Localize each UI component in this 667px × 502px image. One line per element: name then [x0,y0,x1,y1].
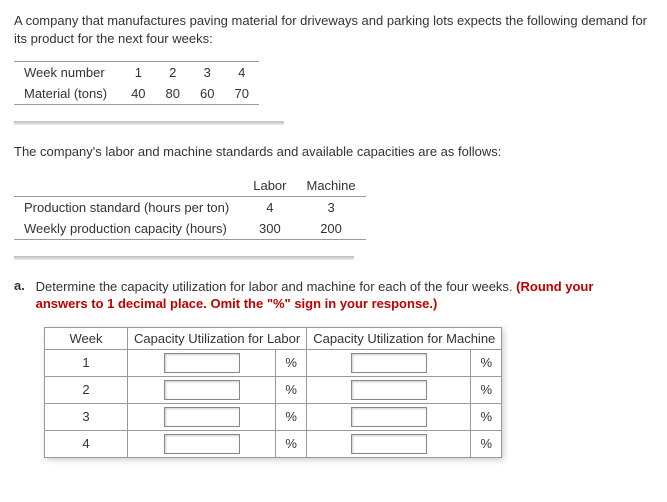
std-col-labor: Labor [243,175,296,197]
question-letter: a. [14,278,32,293]
demand-tons-1: 40 [121,83,155,105]
labor-input-1[interactable] [164,353,240,373]
answer-table: Week Capacity Utilization for Labor Capa… [44,327,502,458]
labor-input-2[interactable] [164,380,240,400]
labor-input-4[interactable] [164,434,240,454]
question-a: a. Determine the capacity utilization fo… [14,278,653,313]
std-machine-val: 3 [296,196,365,218]
pct-label: % [276,376,307,403]
question-text: Determine the capacity utilization for l… [36,278,636,313]
demand-week-2: 2 [156,62,190,84]
machine-input-3[interactable] [351,407,427,427]
demand-tons-4: 70 [224,83,258,105]
pct-label: % [276,430,307,457]
std-col-machine: Machine [296,175,365,197]
cap-machine-val: 200 [296,218,365,240]
question-text-main: Determine the capacity utilization for l… [36,279,517,294]
answer-table-wrap: Week Capacity Utilization for Labor Capa… [44,327,502,458]
std-row-standard-label: Production standard (hours per ton) [14,196,243,218]
machine-input-2[interactable] [351,380,427,400]
answer-week-3: 3 [45,403,128,430]
intro-paragraph-1: A company that manufactures paving mater… [14,12,653,47]
demand-week-1: 1 [121,62,155,84]
answer-week-1: 1 [45,349,128,376]
pct-label: % [276,403,307,430]
answer-col-week: Week [45,327,128,349]
answer-week-2: 2 [45,376,128,403]
demand-tons-2: 80 [156,83,190,105]
demand-row-material-label: Material (tons) [14,83,121,105]
demand-week-4: 4 [224,62,258,84]
intro-paragraph-2: The company's labor and machine standard… [14,143,653,161]
machine-input-1[interactable] [351,353,427,373]
standards-table: Labor Machine Production standard (hours… [14,175,366,240]
std-labor-val: 4 [243,196,296,218]
cap-labor-val: 300 [243,218,296,240]
answer-col-labor: Capacity Utilization for Labor [128,327,307,349]
answer-col-machine: Capacity Utilization for Machine [307,327,502,349]
std-row-capacity-label: Weekly production capacity (hours) [14,218,243,240]
pct-label: % [471,349,502,376]
table-shadow [14,256,354,260]
machine-input-4[interactable] [351,434,427,454]
demand-tons-3: 60 [190,83,224,105]
pct-label: % [471,430,502,457]
demand-week-3: 3 [190,62,224,84]
pct-label: % [276,349,307,376]
demand-table: Week number 1 2 3 4 Material (tons) 40 8… [14,61,259,105]
answer-week-4: 4 [45,430,128,457]
table-shadow [14,121,284,125]
demand-row-week-label: Week number [14,62,121,84]
pct-label: % [471,376,502,403]
labor-input-3[interactable] [164,407,240,427]
pct-label: % [471,403,502,430]
